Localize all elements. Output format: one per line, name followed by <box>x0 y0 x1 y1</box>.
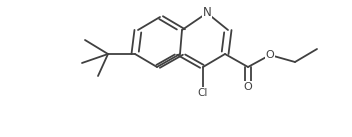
Text: O: O <box>244 82 252 92</box>
Text: O: O <box>266 50 274 60</box>
Text: N: N <box>203 6 211 19</box>
Text: Cl: Cl <box>198 88 208 98</box>
